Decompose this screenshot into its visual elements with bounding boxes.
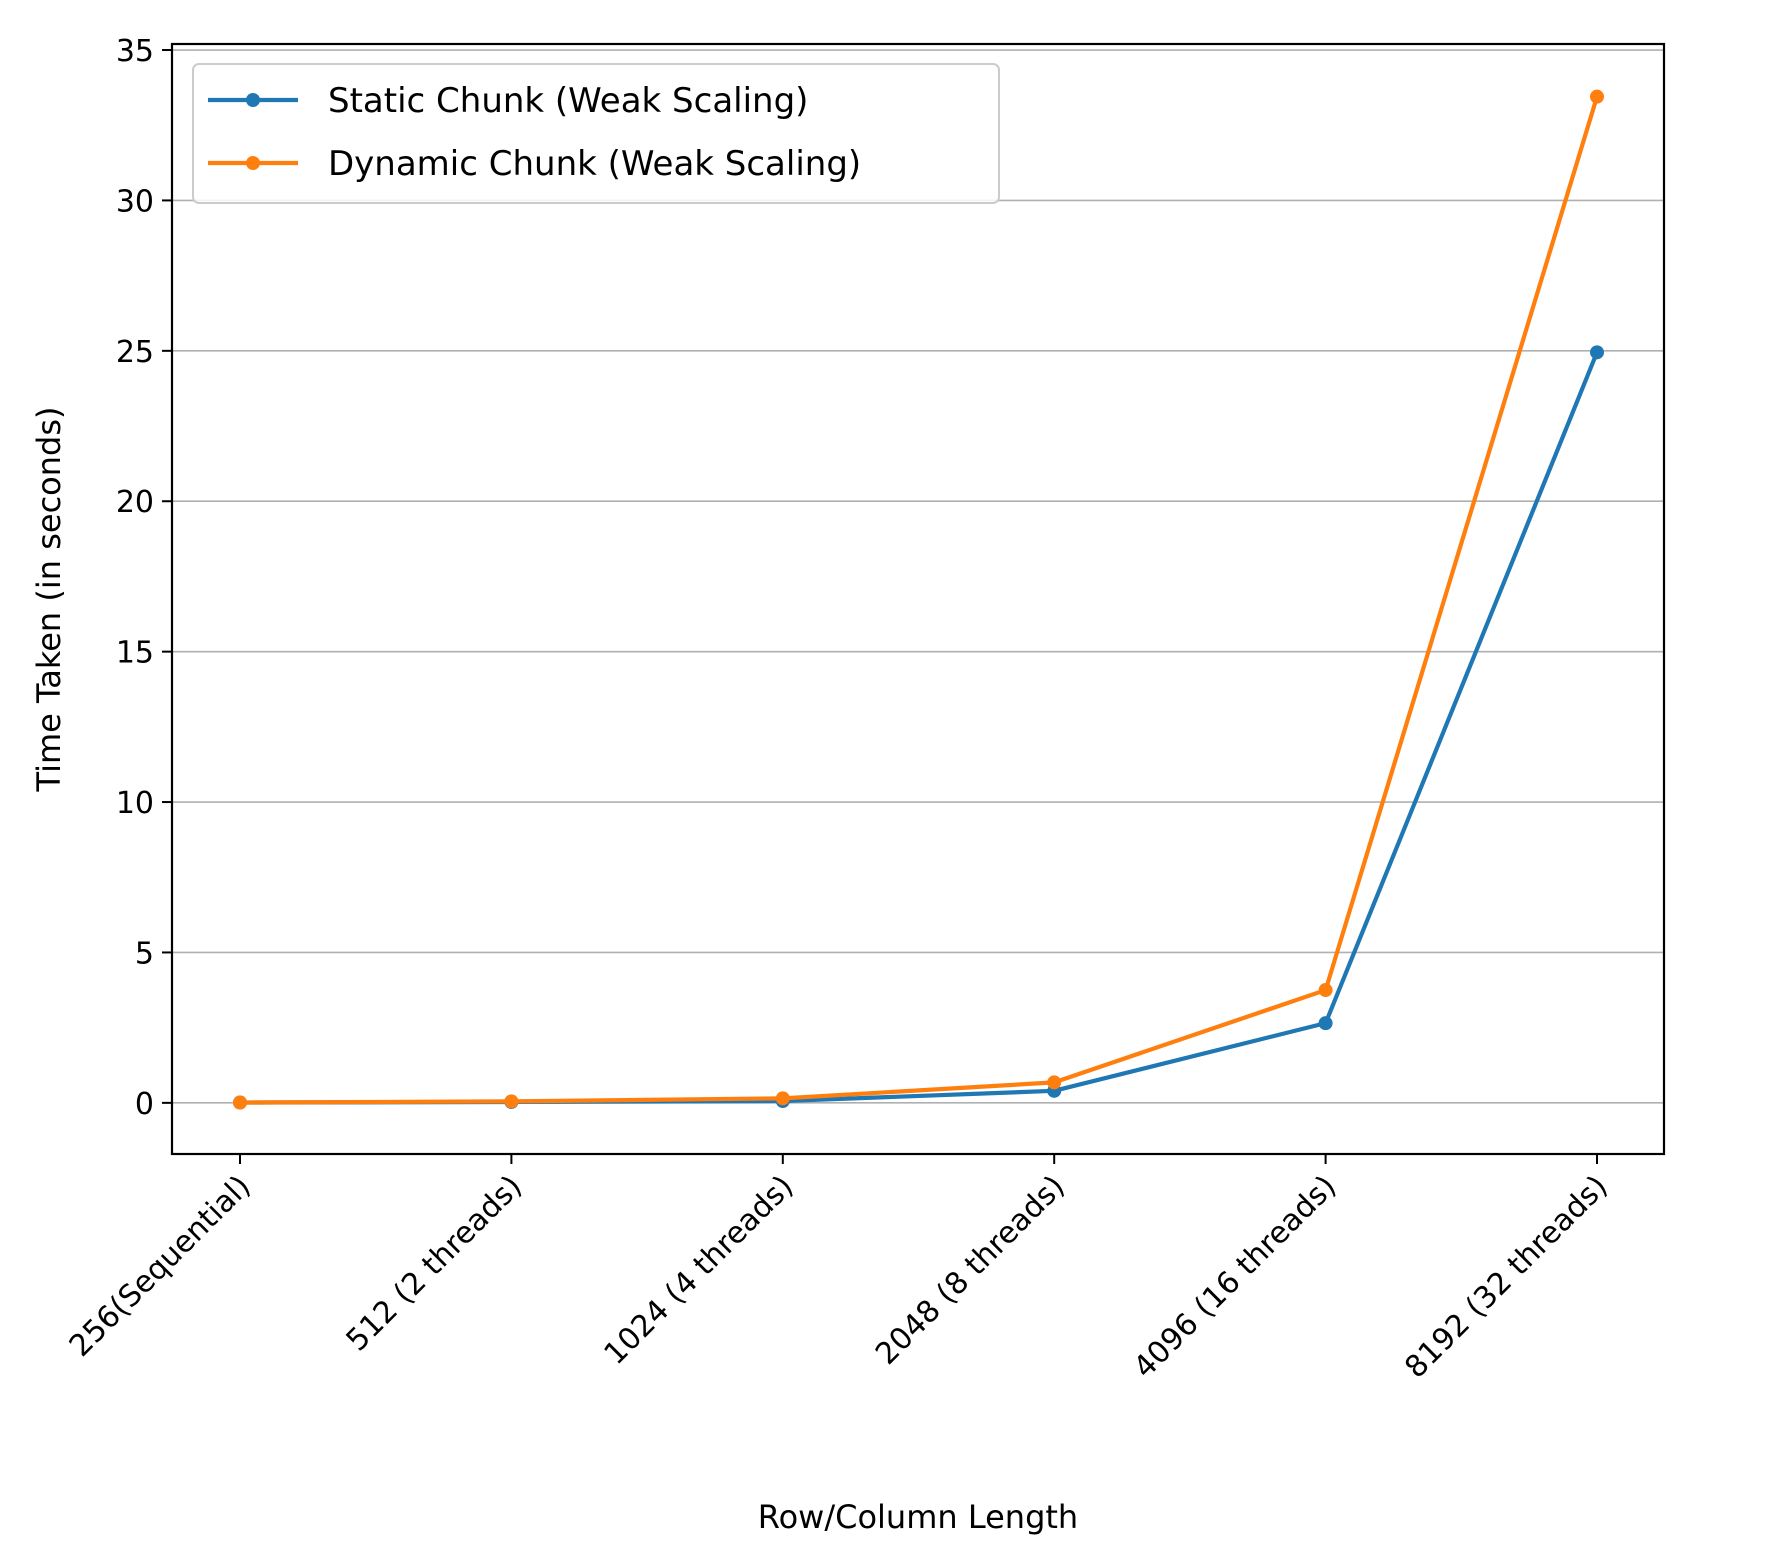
series-1-point-5	[1590, 89, 1604, 104]
legend-box	[192, 63, 1000, 204]
x-axis: 256(Sequential) 512 (2 threads) 1024 (4 th…	[63, 1154, 1615, 1385]
y-axis-title: Time Taken (in seconds)	[30, 407, 68, 793]
series-1-point-0	[233, 1095, 247, 1110]
y-axis: 0 5 10 15 20 25 30 35	[116, 34, 172, 1122]
legend-label-1: Dynamic Chunk (Weak Scaling)	[328, 144, 861, 184]
series-1-point-2	[775, 1091, 790, 1106]
legend-marker-1	[246, 156, 260, 170]
y-tick-label-7: 35	[116, 34, 154, 69]
x-tick-label-5: 8192 (32 threads)	[1398, 1169, 1614, 1385]
plot-frame	[170, 42, 1666, 1156]
y-tick-label-3: 15	[116, 636, 154, 671]
series-1-point-1	[504, 1094, 519, 1109]
x-tick-label-0: 256(Sequential)	[63, 1169, 258, 1364]
y-tick-label-4: 20	[116, 485, 154, 520]
y-tick-label-1: 5	[135, 936, 154, 971]
y-tick-label-6: 30	[116, 184, 154, 219]
y-tick-label-0: 0	[135, 1087, 154, 1122]
y-tick-label-2: 10	[116, 786, 154, 821]
x-tick-label-2: 1024 (4 threads)	[598, 1169, 801, 1372]
series-1-point-3	[1047, 1075, 1062, 1090]
series-0-point-5	[1590, 345, 1604, 360]
series-1-point-4	[1318, 983, 1333, 998]
legend-label-0: Static Chunk (Weak Scaling)	[328, 81, 808, 121]
legend-marker-0	[246, 93, 260, 107]
legend: Static Chunk (Weak Scaling) Dynamic Chunk…	[192, 63, 1000, 204]
series-0-point-4	[1318, 1016, 1333, 1031]
y-tick-label-5: 25	[116, 335, 154, 370]
x-tick-label-1: 512 (2 threads)	[340, 1169, 529, 1358]
series-layer	[233, 89, 1604, 1110]
series-line-0	[237, 349, 1600, 1105]
x-tick-label-3: 2048 (8 threads)	[869, 1169, 1072, 1372]
grid-lines	[172, 49, 1664, 1104]
x-tick-label-4: 4096 (16 threads)	[1127, 1169, 1343, 1385]
series-line-1	[237, 94, 1600, 1105]
x-axis-title: Row/Column Length	[758, 1498, 1078, 1536]
